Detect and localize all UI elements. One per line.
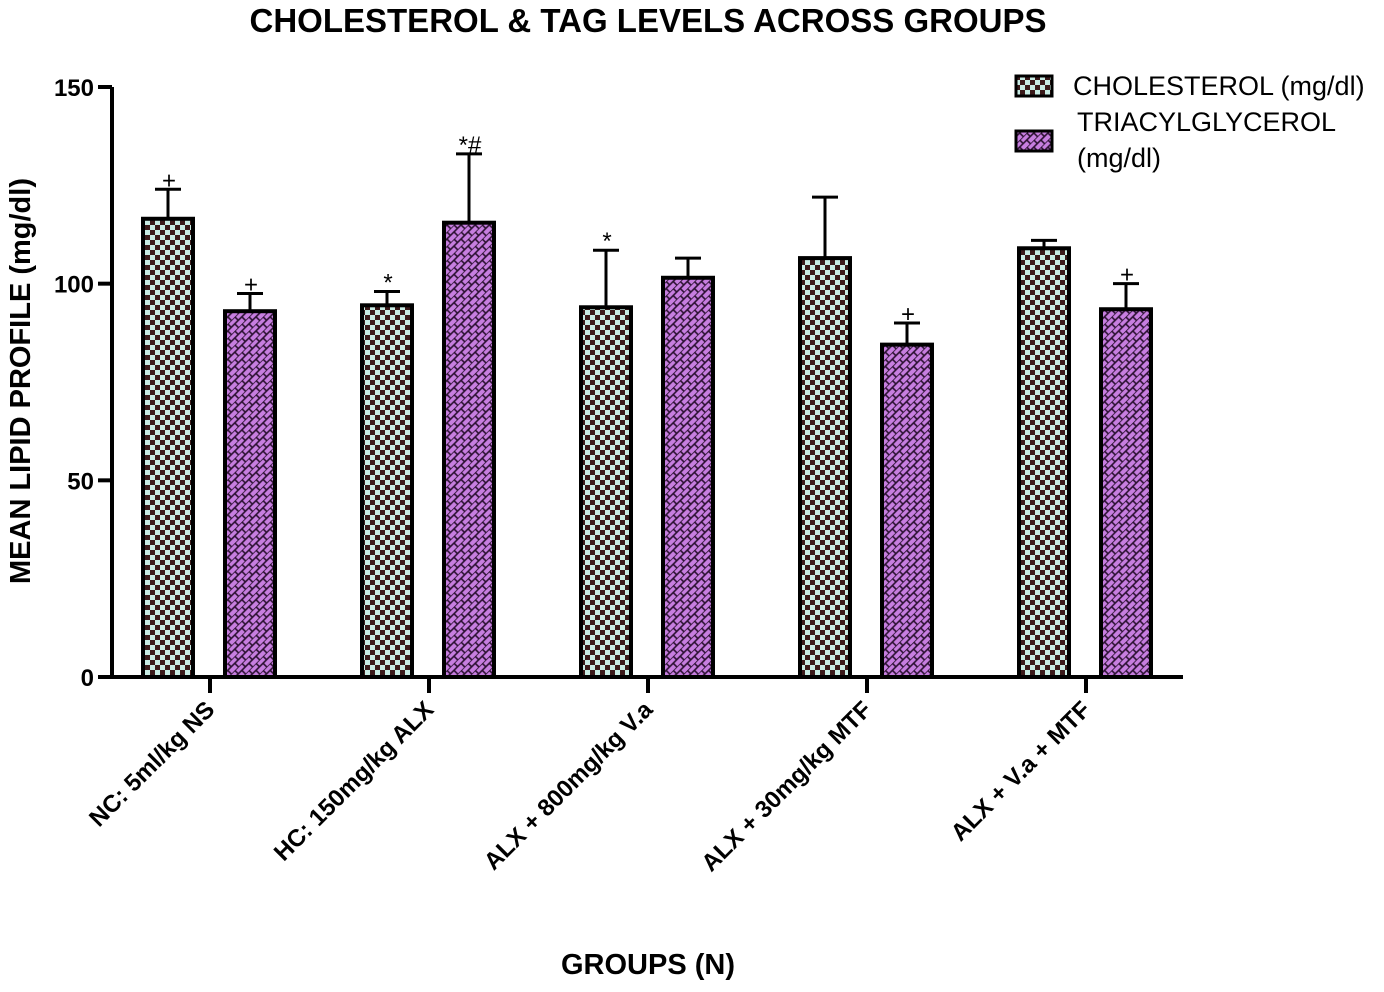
significance-marker-cholesterol-2: * [602,228,611,255]
x-tick-label-4: ALX + V.a + MTF [946,696,1097,847]
y-tick-label-1: 50 [67,468,94,495]
legend: CHOLESTEROL (mg/dl) TRIACYLGLYCEROL (mg/… [1014,71,1365,173]
x-tick-label-1: HC: 150mg/kg ALX [269,696,439,866]
y-tick-label-2: 100 [54,272,94,299]
legend-label-triacylglycerol-line2: (mg/dl) [1077,143,1161,173]
significance-marker-triacylglycerol-0: + [244,272,258,299]
bar-cholesterol-2 [579,305,633,679]
bar-triacylglycerol-0 [223,309,277,679]
chart-title: CHOLESTEROL & TAG LEVELS ACROSS GROUPS [250,2,1047,39]
legend-label-triacylglycerol-line1: TRIACYLGLYCEROL [1077,107,1336,137]
bar-cholesterol-1 [360,303,414,679]
legend-swatch-triacylglycerol [1014,129,1054,153]
x-tick-label-0: NC: 5ml/kg NS [84,696,220,832]
significance-marker-triacylglycerol-3: + [901,301,915,328]
significance-marker-cholesterol-1: * [383,270,392,297]
x-axis-label: GROUPS (N) [561,949,735,981]
legend-swatch-cholesterol [1014,74,1054,98]
legend-label-cholesterol: CHOLESTEROL (mg/dl) [1073,71,1365,101]
bar-triacylglycerol-1 [442,220,496,679]
bar-triacylglycerol-4 [1099,307,1153,679]
bars-layer: + + * *# * + + [141,132,1153,679]
x-tick-label-2: ALX + 800mg/kg V.a [479,696,659,876]
significance-marker-triacylglycerol-1: *# [459,132,482,159]
bar-triacylglycerol-2 [661,275,715,679]
bar-cholesterol-4 [1017,246,1071,679]
significance-marker-cholesterol-0: + [162,167,176,194]
y-tick-label-3: 150 [54,75,94,102]
significance-marker-triacylglycerol-4: + [1120,262,1134,289]
y-axis-label: MEAN LIPID PROFILE (mg/dl) [5,178,37,584]
bar-cholesterol-0 [141,216,195,679]
x-tick-label-3: ALX + 30mg/kg MTF [696,696,877,877]
y-tick-label-0: 0 [81,665,94,692]
bar-cholesterol-3 [798,256,852,679]
bar-triacylglycerol-3 [880,342,934,679]
